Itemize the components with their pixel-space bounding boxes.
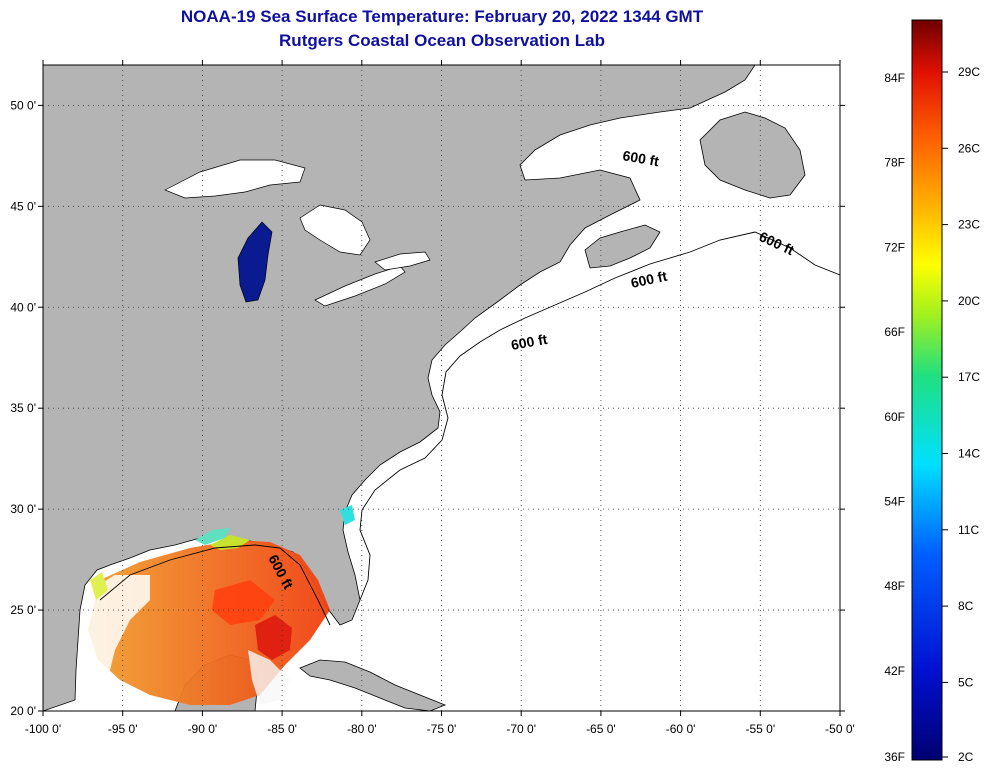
- colorbar-c-label: 11C: [958, 523, 979, 537]
- colorbar-c-label: 2C: [958, 750, 974, 764]
- colorbar-f-label: 84F: [884, 71, 905, 85]
- lon-tick-label: -90 0': [188, 722, 218, 736]
- colorbar-c-label: 14C: [958, 447, 980, 461]
- colorbar-f-label: 60F: [884, 410, 905, 424]
- lon-tick-label: -55 0': [745, 722, 775, 736]
- colorbar-c-label: 5C: [958, 675, 974, 689]
- lake-huron: [299, 204, 371, 256]
- colorbar-f-label: 72F: [884, 240, 905, 254]
- lon-tick-label: -65 0': [586, 722, 616, 736]
- isobath-label: 600 ft: [629, 268, 668, 291]
- isobath-label: 600 ft: [621, 147, 660, 169]
- colorbar-c-label: 17C: [958, 370, 980, 384]
- lon-tick-label: -75 0': [427, 722, 457, 736]
- lake-erie: [314, 265, 406, 307]
- colorbar-c-label: 8C: [958, 599, 974, 613]
- lat-tick-label: 35 0': [10, 401, 36, 415]
- map-title: NOAA-19 Sea Surface Temperature: Februar…: [180, 7, 704, 26]
- lake-ontario: [374, 251, 431, 271]
- land-newfoundland: [699, 111, 806, 199]
- isobath-600ft-gulf: [99, 544, 331, 626]
- colorbar-fahrenheit-labels: 84F 78F 72F 66F 60F 54F 48F 42F 36F: [884, 71, 905, 764]
- lon-tick-label: -50 0': [825, 722, 855, 736]
- lon-tick-label: -100 0': [25, 722, 61, 736]
- lake-michigan: [237, 221, 273, 303]
- colorbar-f-label: 36F: [884, 750, 905, 764]
- land-nova-scotia: [584, 224, 661, 269]
- land-cuba: [299, 659, 447, 711]
- latitude-axis: 20 0' 25 0' 30 0' 35 0' 40 0' 45 0' 50 0': [10, 98, 845, 718]
- colorbar-c-label: 23C: [958, 218, 980, 232]
- colorbar-f-label: 54F: [884, 495, 905, 509]
- colorbar-f-label: 66F: [884, 325, 905, 339]
- lat-tick-label: 50 0': [10, 98, 36, 112]
- lon-tick-label: -80 0': [347, 722, 377, 736]
- colorbar: [911, 19, 943, 761]
- colorbar-f-label: 48F: [884, 579, 905, 593]
- colorbar-f-label: 78F: [884, 156, 905, 170]
- lon-tick-label: -70 0': [506, 722, 536, 736]
- great-lakes: [164, 159, 431, 307]
- lon-tick-label: -95 0': [108, 722, 138, 736]
- isobath-label: 600 ft: [510, 331, 549, 353]
- lat-tick-label: 25 0': [10, 603, 36, 617]
- colorbar-c-label: 20C: [958, 294, 980, 308]
- land-north-america: [43, 65, 756, 711]
- colorbar-f-label: 42F: [884, 664, 905, 678]
- map-subtitle: Rutgers Coastal Ocean Observation Lab: [279, 31, 605, 50]
- lon-tick-label: -85 0': [267, 722, 297, 736]
- lat-tick-label: 45 0': [10, 199, 36, 213]
- lon-tick-label: -60 0': [666, 722, 696, 736]
- lat-tick-label: 20 0': [10, 704, 36, 718]
- lat-tick-label: 30 0': [10, 502, 36, 516]
- longitude-axis: -100 0' -95 0' -90 0' -85 0' -80 0' -75 0' -70…: [25, 60, 855, 736]
- colorbar-c-label: 26C: [958, 141, 980, 155]
- lake-superior: [164, 159, 306, 199]
- colorbar-c-label: 29C: [958, 65, 980, 79]
- isobath-600ft: [359, 231, 840, 601]
- gulf-sst: [82, 505, 355, 705]
- colorbar-celsius-labels: 29C 26C 23C 20C 17C 14C 11C 8C 5C 2C: [942, 65, 980, 764]
- lat-tick-label: 40 0': [10, 300, 36, 314]
